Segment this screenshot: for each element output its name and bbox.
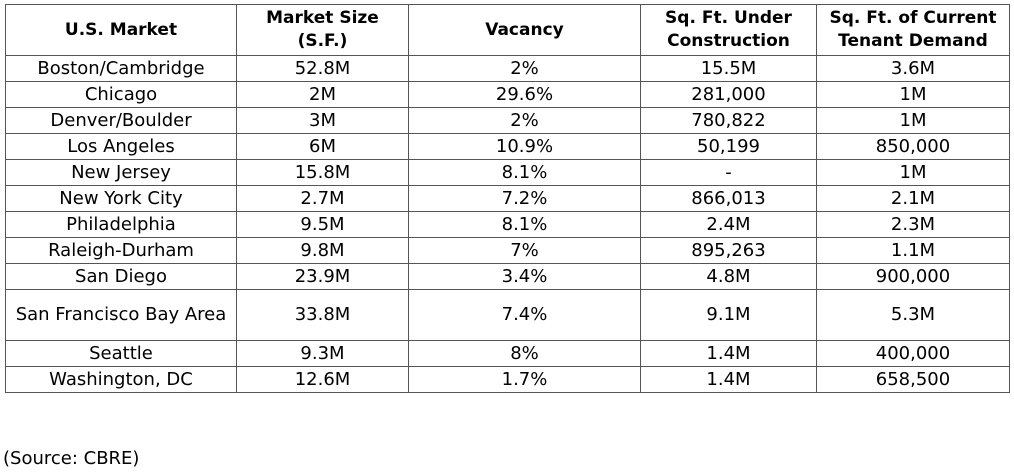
cell-under-construction: 9.1M xyxy=(640,289,817,341)
table-row: Los Angeles 6M 10.9% 50,199 850,000 xyxy=(5,133,1010,160)
cell-vacancy: 3.4% xyxy=(408,263,641,290)
table-row: New York City 2.7M 7.2% 866,013 2.1M xyxy=(5,185,1010,212)
table-row: Raleigh-Durham 9.8M 7% 895,263 1.1M xyxy=(5,237,1010,264)
header-us-market: U.S. Market xyxy=(5,4,237,56)
cell-tenant-demand: 3.6M xyxy=(816,55,1010,82)
table-row: Denver/Boulder 3M 2% 780,822 1M xyxy=(5,107,1010,134)
cell-tenant-demand: 5.3M xyxy=(816,289,1010,341)
cell-vacancy: 10.9% xyxy=(408,133,641,160)
cell-market-size: 9.8M xyxy=(236,237,409,264)
cell-vacancy: 2% xyxy=(408,55,641,82)
cell-vacancy: 8% xyxy=(408,340,641,367)
table-row: San Diego 23.9M 3.4% 4.8M 900,000 xyxy=(5,263,1010,290)
cell-under-construction: - xyxy=(640,159,817,186)
table-row: San Francisco Bay Area 33.8M 7.4% 9.1M 5… xyxy=(5,289,1010,341)
header-row: U.S. Market Market Size (S.F.) Vacancy S… xyxy=(5,4,1010,56)
header-label: U.S. Market xyxy=(64,19,178,40)
cell-market-size: 9.5M xyxy=(236,211,409,238)
cell-under-construction: 281,000 xyxy=(640,81,817,108)
header-under-construction: Sq. Ft. Under Construction xyxy=(640,4,817,56)
header-market-size: Market Size (S.F.) xyxy=(236,4,409,56)
cell-market: Philadelphia xyxy=(5,211,237,238)
header-label: Sq. Ft. Under Construction xyxy=(665,8,792,51)
source-note: (Source: CBRE) xyxy=(3,448,140,469)
cell-tenant-demand: 400,000 xyxy=(816,340,1010,367)
table-row: Chicago 2M 29.6% 281,000 1M xyxy=(5,81,1010,108)
cell-under-construction: 780,822 xyxy=(640,107,817,134)
cell-vacancy: 1.7% xyxy=(408,366,641,393)
cell-market: San Francisco Bay Area xyxy=(5,289,237,341)
cell-tenant-demand: 2.3M xyxy=(816,211,1010,238)
cell-market: Washington, DC xyxy=(5,366,237,393)
cell-market: New Jersey xyxy=(5,159,237,186)
cell-tenant-demand: 1M xyxy=(816,107,1010,134)
market-table: U.S. Market Market Size (S.F.) Vacancy S… xyxy=(5,4,1010,393)
cell-under-construction: 50,199 xyxy=(640,133,817,160)
cell-tenant-demand: 1M xyxy=(816,81,1010,108)
cell-market-size: 12.6M xyxy=(236,366,409,393)
cell-market-size: 3M xyxy=(236,107,409,134)
cell-market: San Diego xyxy=(5,263,237,290)
table-body: Boston/Cambridge 52.8M 2% 15.5M 3.6M Chi… xyxy=(5,55,1010,393)
cell-market: Boston/Cambridge xyxy=(5,55,237,82)
cell-vacancy: 8.1% xyxy=(408,159,641,186)
header-tenant-demand: Sq. Ft. of Current Tenant Demand xyxy=(816,4,1010,56)
cell-under-construction: 2.4M xyxy=(640,211,817,238)
cell-market-size: 33.8M xyxy=(236,289,409,341)
header-label: Market Size (S.F.) xyxy=(266,8,379,51)
cell-market: New York City xyxy=(5,185,237,212)
cell-market: Raleigh-Durham xyxy=(5,237,237,264)
cell-under-construction: 1.4M xyxy=(640,366,817,393)
table-header: U.S. Market Market Size (S.F.) Vacancy S… xyxy=(5,4,1010,56)
cell-under-construction: 866,013 xyxy=(640,185,817,212)
cell-vacancy: 7.4% xyxy=(408,289,641,341)
table-row: Boston/Cambridge 52.8M 2% 15.5M 3.6M xyxy=(5,55,1010,82)
cell-market-size: 2M xyxy=(236,81,409,108)
table-row: Philadelphia 9.5M 8.1% 2.4M 2.3M xyxy=(5,211,1010,238)
cell-under-construction: 895,263 xyxy=(640,237,817,264)
cell-market-size: 15.8M xyxy=(236,159,409,186)
cell-market-size: 9.3M xyxy=(236,340,409,367)
cell-market-size: 23.9M xyxy=(236,263,409,290)
header-label: Sq. Ft. of Current Tenant Demand xyxy=(829,8,997,51)
cell-tenant-demand: 658,500 xyxy=(816,366,1010,393)
cell-tenant-demand: 1M xyxy=(816,159,1010,186)
cell-under-construction: 1.4M xyxy=(640,340,817,367)
cell-market: Los Angeles xyxy=(5,133,237,160)
table-row: Seattle 9.3M 8% 1.4M 400,000 xyxy=(5,340,1010,367)
table-row: Washington, DC 12.6M 1.7% 1.4M 658,500 xyxy=(5,366,1010,393)
cell-tenant-demand: 1.1M xyxy=(816,237,1010,264)
cell-market-size: 2.7M xyxy=(236,185,409,212)
cell-tenant-demand: 900,000 xyxy=(816,263,1010,290)
cell-market-size: 6M xyxy=(236,133,409,160)
cell-under-construction: 15.5M xyxy=(640,55,817,82)
cell-market: Denver/Boulder xyxy=(5,107,237,134)
cell-tenant-demand: 2.1M xyxy=(816,185,1010,212)
cell-tenant-demand: 850,000 xyxy=(816,133,1010,160)
cell-vacancy: 7.2% xyxy=(408,185,641,212)
cell-vacancy: 7% xyxy=(408,237,641,264)
header-label: Vacancy xyxy=(485,19,564,40)
cell-under-construction: 4.8M xyxy=(640,263,817,290)
cell-vacancy: 8.1% xyxy=(408,211,641,238)
header-vacancy: Vacancy xyxy=(408,4,641,56)
cell-vacancy: 29.6% xyxy=(408,81,641,108)
cell-vacancy: 2% xyxy=(408,107,641,134)
cell-market: Seattle xyxy=(5,340,237,367)
table-row: New Jersey 15.8M 8.1% - 1M xyxy=(5,159,1010,186)
cell-market: Chicago xyxy=(5,81,237,108)
cell-market-size: 52.8M xyxy=(236,55,409,82)
